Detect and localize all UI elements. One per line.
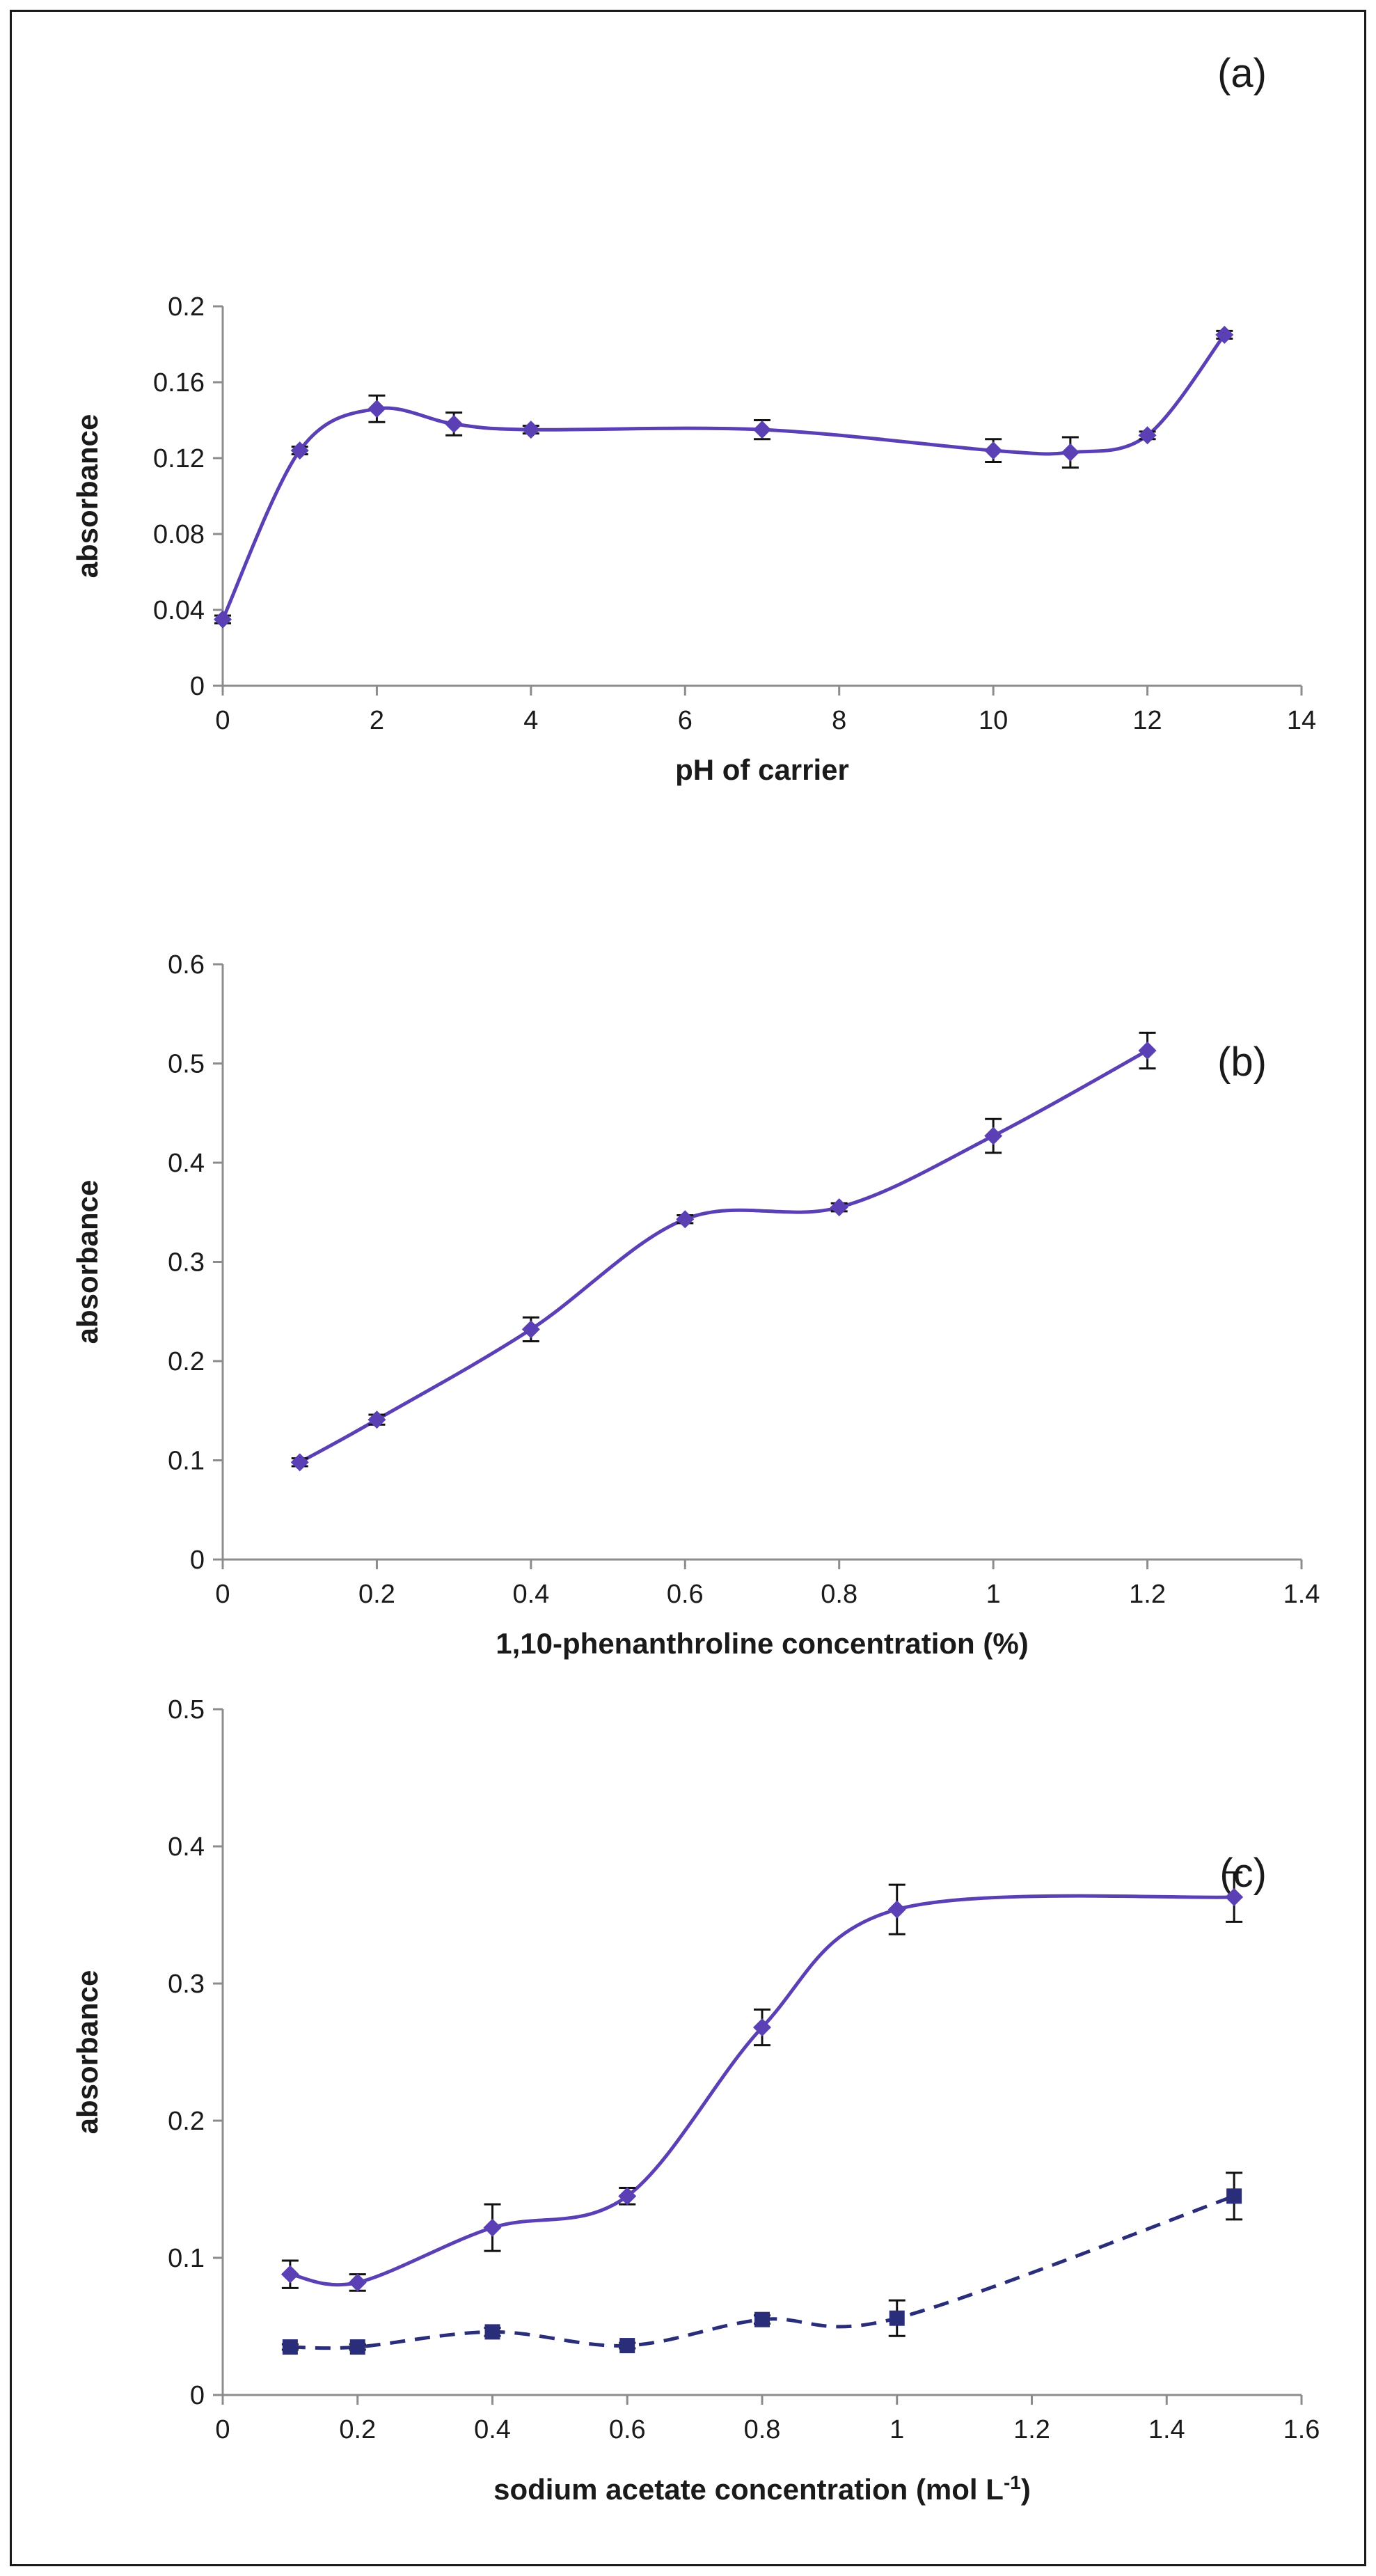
x-tick-label: 1.2 (1013, 2415, 1050, 2444)
y-tick-label: 0.4 (168, 1832, 205, 1862)
x-axis-label: 1,10-phenanthroline concentration (%) (496, 1627, 1028, 1660)
series-line-1 (290, 1894, 1235, 2287)
x-tick-label: 0 (215, 2415, 230, 2444)
data-point-diamond (1138, 426, 1157, 445)
x-tick-label: 0 (215, 1580, 230, 1609)
y-axis-label: absorbance (71, 1180, 104, 1344)
y-tick-label: 0 (190, 672, 205, 701)
data-point-square (484, 2324, 500, 2340)
x-tick-label: 1 (986, 1580, 1001, 1609)
chart-panel-a: 0 0.04 0.08 0.12 0.16 0.2 0 2 4 6 8 10 12 14 pH of car… (71, 51, 1316, 786)
data-point-diamond (676, 1210, 695, 1229)
series-line-2 (290, 2194, 1235, 2350)
data-point-square (889, 2310, 905, 2326)
chart-panel-c: 0 0.1 0.2 0.3 0.4 0.5 0 0.2 0.4 0.6 0.8 1 1.2 1.4 1.6 s… (71, 1695, 1320, 2506)
x-tick-label: 0.4 (474, 2415, 511, 2444)
y-tick-label: 0.2 (168, 2107, 205, 2136)
data-point-diamond (984, 441, 1003, 460)
data-point-square (282, 2339, 298, 2355)
x-tick-label: 4 (523, 706, 538, 735)
x-tick-label: 8 (832, 706, 846, 735)
x-tick-label: 2 (370, 706, 384, 735)
data-point-diamond (521, 421, 540, 439)
y-tick-label: 0.4 (168, 1149, 205, 1178)
x-axis-label: pH of carrier (675, 753, 849, 786)
data-point-diamond (290, 1453, 309, 1472)
data-point-diamond (984, 1126, 1003, 1145)
x-axis-label-superscript: -1 (1004, 2472, 1021, 2493)
panel-label: (a) (1217, 51, 1267, 96)
y-tick-label: 0.3 (168, 1248, 205, 1278)
series-line-1 (299, 1049, 1148, 1464)
x-tick-label: 0.6 (667, 1580, 704, 1609)
data-point-diamond (887, 1900, 906, 1919)
x-tick-label: 0.8 (821, 1580, 857, 1609)
data-point-diamond (618, 2187, 637, 2206)
y-tick-label: 0.1 (168, 1447, 205, 1476)
x-tick-label: 1.4 (1283, 1580, 1320, 1609)
chart-panel-b: 0 0.1 0.2 0.3 0.4 0.5 0.6 0 0.2 0.4 0.6 0.8 1 1.2 1.4 1… (71, 950, 1320, 1660)
y-axis-label: absorbance (71, 1970, 104, 2135)
data-point-square (754, 2311, 770, 2327)
x-tick-label: 6 (678, 706, 693, 735)
x-tick-label: 1.4 (1148, 2415, 1185, 2444)
x-axis-label: sodium acetate concentration (mol L-1) (493, 2472, 1031, 2506)
x-tick-label: 1.6 (1283, 2415, 1320, 2444)
data-point-diamond (214, 610, 232, 629)
data-point-diamond (753, 421, 771, 439)
y-tick-label: 0.2 (168, 292, 205, 322)
data-point-diamond (1215, 325, 1234, 344)
x-tick-label: 1 (889, 2415, 904, 2444)
x-tick-label: 14 (1287, 706, 1316, 735)
data-point-diamond (521, 1320, 540, 1339)
x-tick-label: 0.4 (512, 1580, 549, 1609)
y-tick-label: 0 (190, 2381, 205, 2410)
data-point-diamond (367, 1411, 386, 1429)
x-tick-label: 1.2 (1129, 1580, 1166, 1609)
y-tick-label: 0.2 (168, 1347, 205, 1376)
data-point-diamond (1061, 443, 1080, 462)
x-tick-label: 0.2 (339, 2415, 376, 2444)
x-tick-label: 0.2 (358, 1580, 395, 1609)
data-point-diamond (445, 414, 464, 433)
data-point-diamond (753, 2018, 771, 2037)
y-tick-label: 0.5 (168, 1695, 205, 1725)
data-point-diamond (290, 441, 309, 460)
y-tick-label: 0.3 (168, 1970, 205, 1999)
data-point-diamond (830, 1198, 848, 1217)
data-point-diamond (348, 2273, 367, 2292)
data-point-square (619, 2338, 635, 2354)
data-point-diamond (367, 400, 386, 418)
data-point-diamond (280, 2265, 299, 2284)
data-point-square (1226, 2188, 1242, 2204)
series-line-1 (221, 333, 1226, 620)
x-tick-label: 12 (1132, 706, 1162, 735)
y-tick-label: 0.6 (168, 950, 205, 980)
panel-label: (b) (1217, 1039, 1267, 1085)
y-tick-label: 0.1 (168, 2244, 205, 2273)
x-tick-label: 0.8 (744, 2415, 781, 2444)
y-tick-label: 0 (190, 1546, 205, 1575)
x-tick-label: 0 (215, 706, 230, 735)
data-point-diamond (1225, 1887, 1244, 1906)
y-tick-label: 0.08 (153, 520, 205, 549)
y-tick-label: 0.5 (168, 1050, 205, 1079)
x-axis-label-end: ) (1021, 2473, 1031, 2506)
y-tick-label: 0.12 (153, 444, 205, 473)
y-axis-label: absorbance (71, 414, 104, 579)
y-tick-label: 0.04 (153, 596, 205, 625)
data-point-square (349, 2339, 365, 2355)
data-point-diamond (483, 2218, 502, 2237)
y-tick-label: 0.16 (153, 368, 205, 398)
x-tick-label: 0.6 (609, 2415, 646, 2444)
x-tick-label: 10 (979, 706, 1008, 735)
data-point-diamond (1138, 1041, 1157, 1060)
